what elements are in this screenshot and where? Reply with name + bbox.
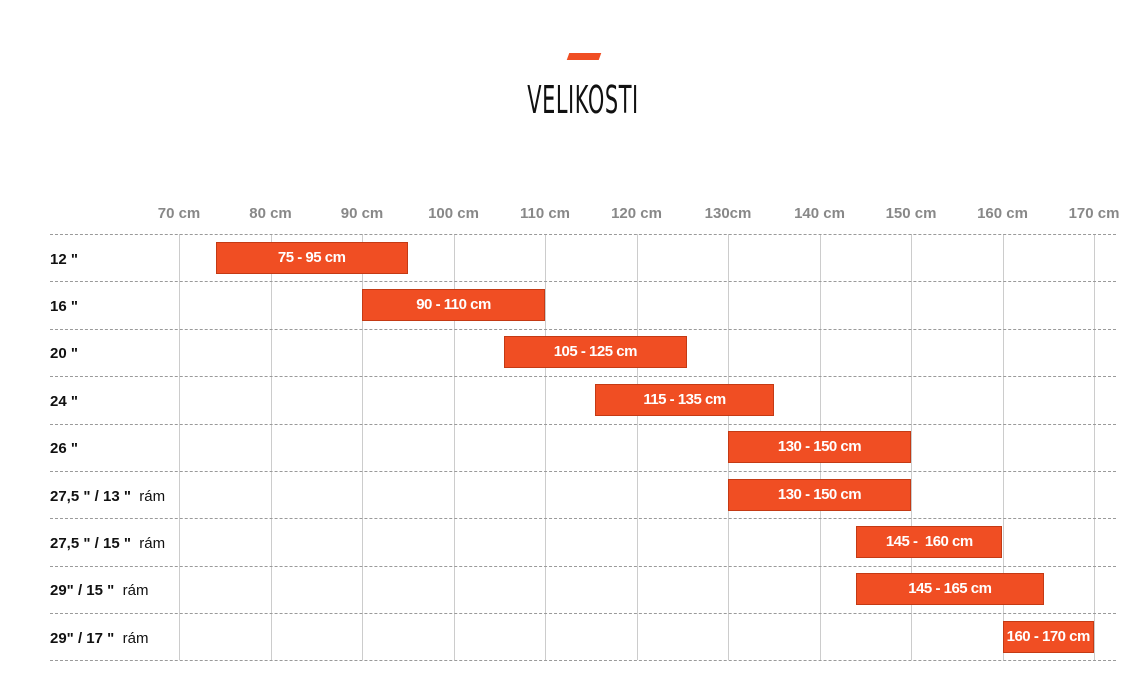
- grid-line-vertical: [179, 234, 180, 660]
- row-divider: [50, 565, 1116, 567]
- row-label: 26 ": [50, 439, 78, 459]
- x-tick-label: 110 cm: [519, 205, 571, 222]
- row-label-size: 26 ": [50, 440, 78, 458]
- title-accent-bar: [566, 53, 602, 60]
- grid-line-vertical: [270, 234, 272, 660]
- grid-line-vertical: [453, 234, 455, 660]
- row-label: 24 ": [50, 392, 78, 412]
- row-label-frame-suffix: rám: [114, 629, 149, 647]
- row-divider: [50, 281, 1116, 283]
- row-label-size: 20 ": [50, 345, 78, 363]
- row-label-size: 24 ": [50, 392, 78, 410]
- grid-line-vertical: [362, 234, 363, 660]
- row-label-frame-suffix: rám: [130, 487, 166, 505]
- x-tick-label: 80 cm: [249, 205, 292, 222]
- x-tick-label: 140 cm: [794, 205, 845, 222]
- grid-line-vertical: [911, 234, 912, 660]
- x-tick-label: 120 cm: [611, 205, 662, 222]
- row-label-size: 27,5 " / 15 ": [50, 534, 131, 552]
- row-label: 27,5 " / 13 " rám: [50, 487, 165, 507]
- row-divider: [50, 613, 1116, 614]
- height-range-bar: 130 - 150 cm: [728, 478, 911, 511]
- x-tick-label: 150 cm: [885, 205, 937, 222]
- height-range-bar: 115 - 135 cm: [595, 383, 774, 416]
- x-tick-label: 170 cm: [1068, 205, 1120, 222]
- height-range-bar: 75 - 95 cm: [215, 241, 408, 274]
- x-tick-label: 160 cm: [977, 205, 1028, 222]
- height-range-bar: 90 - 110 cm: [362, 289, 545, 322]
- grid-line-vertical: [545, 234, 546, 660]
- row-divider: [50, 328, 1116, 330]
- row-label-frame-suffix: rám: [114, 582, 149, 600]
- row-divider: [50, 234, 1116, 235]
- row-label-size: 12 ": [50, 250, 78, 268]
- row-divider: [50, 470, 1116, 472]
- row-label: 12 ": [50, 250, 78, 270]
- row-label-size: 27,5 " / 13 ": [50, 487, 131, 505]
- row-label-frame-suffix: rám: [130, 534, 166, 552]
- row-label: 29" / 15 " rám: [50, 581, 148, 601]
- height-range-bar: 105 - 125 cm: [503, 336, 687, 369]
- height-range-bar: 160 - 170 cm: [1002, 620, 1094, 653]
- page-title: VELIKOSTI: [527, 78, 639, 122]
- x-tick-label: 130cm: [704, 205, 752, 222]
- grid-line-vertical: [636, 234, 638, 660]
- height-range-bar: 130 - 150 cm: [728, 431, 911, 464]
- row-label-size: 29" / 15 ": [50, 582, 115, 600]
- x-tick-label: 100 cm: [428, 205, 479, 222]
- row-label-size: 16 ": [50, 298, 78, 316]
- x-tick-label: 90 cm: [340, 205, 384, 222]
- height-range-bar: 145 - 160 cm: [856, 525, 1003, 558]
- row-label: 20 ": [50, 344, 78, 364]
- x-tick-label: 70 cm: [157, 205, 201, 222]
- row-divider: [50, 660, 1116, 662]
- row-divider: [50, 518, 1116, 520]
- row-label: 27,5 " / 15 " rám: [50, 534, 165, 554]
- height-range-bar: 145 - 165 cm: [856, 573, 1044, 606]
- grid-line-vertical: [1002, 234, 1004, 660]
- row-divider: [50, 376, 1116, 378]
- row-label: 16 ": [50, 297, 78, 317]
- row-label-size: 29" / 17 ": [50, 629, 115, 647]
- row-divider: [50, 423, 1116, 425]
- grid-line-vertical: [1094, 234, 1095, 660]
- row-label: 29" / 17 " rám: [50, 629, 148, 649]
